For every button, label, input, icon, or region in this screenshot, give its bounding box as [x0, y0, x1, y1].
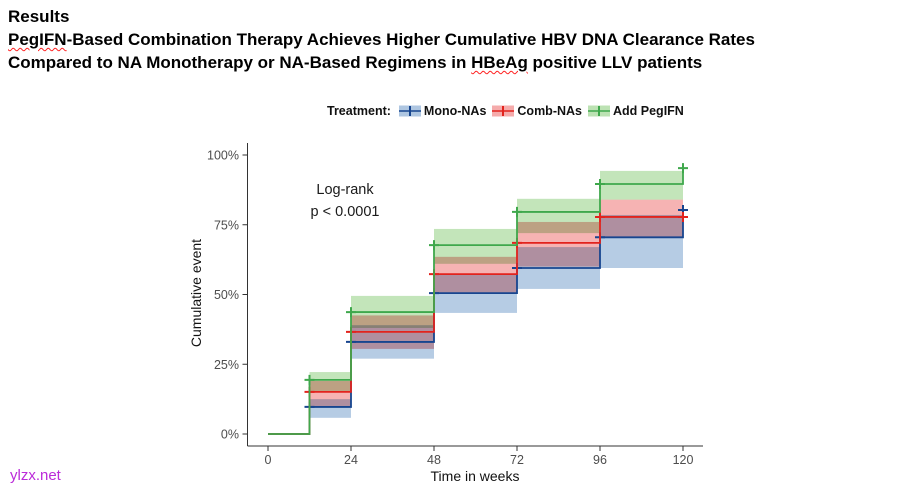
censor-marks [304, 163, 688, 385]
watermark-ylzx: ylzx.net [10, 467, 61, 484]
svg-text:72: 72 [510, 453, 524, 467]
svg-text:120: 120 [673, 453, 694, 467]
svg-text:0%: 0% [221, 428, 239, 442]
y-axis-title: Cumulative event [188, 239, 204, 347]
svg-text:50%: 50% [214, 288, 239, 302]
title-word-hbeag: HBeAg [471, 53, 528, 72]
title-line-3: Compared to NA Monotherapy or NA-Based R… [8, 51, 755, 74]
results-label: Results [8, 7, 70, 26]
title-line-2-rest: -Based Combination Therapy Achieves High… [66, 30, 755, 49]
svg-text:24: 24 [344, 453, 358, 467]
svg-text:96: 96 [593, 453, 607, 467]
logrank-label: Log-rank [316, 182, 374, 198]
svg-text:0: 0 [265, 453, 272, 467]
x-axis-title: Time in weeks [431, 468, 520, 484]
title-word-pegifn: PegIFN [8, 30, 67, 49]
legend-label-comb-nas: Comb-NAs [517, 104, 582, 118]
legend-key-comb-nas-icon [492, 103, 515, 119]
treatment-legend: Treatment: Mono-NAs Comb-NAs Add PegIFN [327, 103, 684, 119]
svg-text:100%: 100% [207, 149, 239, 163]
title-line-3-rest: positive LLV patients [527, 53, 703, 72]
legend-key-add-pegifn-icon [588, 103, 610, 119]
svg-text:75%: 75% [214, 218, 239, 232]
legend-label-mono-nas: Mono-NAs [423, 104, 487, 118]
title-line-2: PegIFN-Based Combination Therapy Achieve… [8, 28, 755, 51]
svg-text:48: 48 [427, 453, 441, 467]
legend-item-add-pegifn: Add PegIFN [588, 103, 684, 119]
pvalue-label: p < 0.0001 [310, 204, 380, 220]
legend-item-comb-nas: Comb-NAs [492, 103, 582, 119]
legend-label-add-pegifn: Add PegIFN [613, 104, 684, 118]
legend-key-mono-nas-icon [398, 103, 421, 119]
title-line-3-prefix: Compared to NA Monotherapy or NA-Based R… [8, 53, 472, 72]
legend-title: Treatment: [327, 104, 391, 118]
page-title: Results [8, 5, 755, 28]
logrank-annotation: Log-rank p < 0.0001 [293, 179, 397, 223]
results-header: Results PegIFN-Based Combination Therapy… [8, 5, 755, 74]
legend-item-mono-nas: Mono-NAs [398, 103, 487, 119]
svg-text:25%: 25% [214, 358, 239, 372]
axes [242, 143, 703, 451]
